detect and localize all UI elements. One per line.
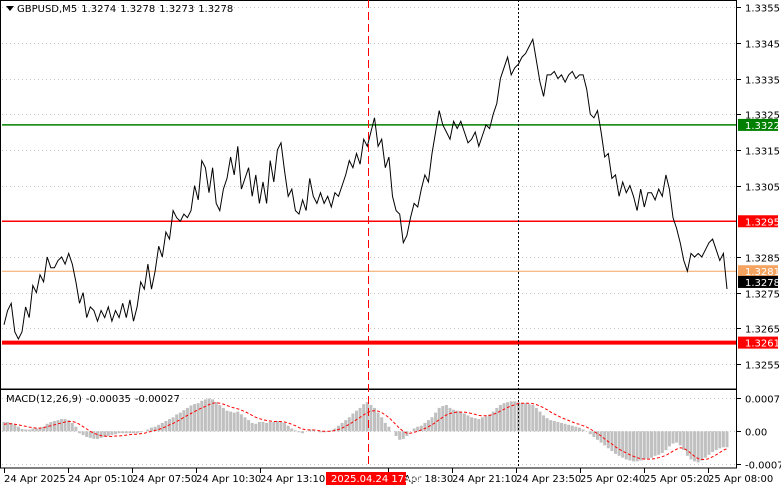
time-tick-label: 24 Apr 18:30 [388,474,453,485]
low-price: 1.3273 [159,4,195,15]
price-tick-label: 1.3305 [745,183,780,194]
price-tick-label: 1.3265 [745,325,780,336]
price-tick-label: 1.3325 [745,111,780,122]
level-label-box [738,265,778,278]
symbol-header: GBPUSD,M5 1.3274 1.3278 1.3273 1.3278 [6,4,237,16]
level-label-box [738,336,778,349]
level-label: 1.3322 [745,121,780,132]
macd-tick-label: 0.0007 [745,395,780,406]
high-price: 1.3278 [120,4,156,15]
price-pane[interactable]: 1.3355 1.3345 1.3335 1.3325 1.3315 1.3305 1.32… [2,4,780,372]
level-label: 1.3295 [745,217,780,228]
level-label: 1.3261 [745,339,780,350]
time-tick-label: 24 Apr 13:10 [260,474,325,485]
level-label-box [738,215,778,228]
level-label: 1.3281 [745,267,780,278]
price-grid [2,7,737,365]
symbol-name: GBPUSD,M5 [17,4,78,15]
price-tick-label: 1.3315 [745,147,780,158]
macd-name: MACD(12,26,9) [6,394,82,405]
open-price: 1.3274 [81,4,117,15]
time-tick-label: 25 Apr 08:00 [708,474,773,485]
time-tick-label: 24 Apr 23:50 [516,474,581,485]
time-tick-label: 25 Apr 05:20 [644,474,709,485]
macd-pane[interactable]: 0.0007 0.00 -0.0007 [2,395,781,472]
price-tick-label: 1.3345 [745,40,780,51]
macd-tick-label: 0.00 [745,428,767,439]
price-tick-label: 1.3355 [745,4,780,15]
macd-main-value: -0.00035 [85,394,131,405]
macd-header: MACD(12,26,9) -0.00035 -0.00027 [6,394,184,406]
time-tick-label: 24 Apr 05:10 [68,474,133,485]
price-levels [2,124,737,345]
level-label-box [738,118,778,131]
price-line [3,37,728,341]
cursor-time-box [326,472,406,485]
macd-axis[interactable]: 0.0007 0.00 -0.0007 [737,395,781,472]
time-tick-label: 24 Apr 21:10 [452,474,517,485]
time-tick-label: 24 Apr 2025 [4,474,66,485]
macd-signal-line [3,402,728,460]
price-tick-label: 1.3285 [745,254,780,265]
symbol-menu-icon[interactable] [6,6,14,11]
cursor-time-label: 2025.04.24 17:40 [331,474,420,485]
time-tick-label: 25 Apr 02:40 [580,474,645,485]
price-tick-label: 1.3275 [745,290,780,301]
level-label: 1.3278 [745,278,780,289]
close-price: 1.3278 [198,4,234,15]
macd-histogram [2,398,729,463]
price-axis[interactable]: 1.3355 1.3345 1.3335 1.3325 1.3315 1.3305 1.32… [737,4,780,372]
price-tick-label: 1.3255 [745,361,780,372]
time-tick-label: 24 Apr 10:30 [196,474,261,485]
level-label-box [738,275,778,288]
macd-signal-value: -0.00027 [134,394,180,405]
time-tick-label: 24 Apr 07:50 [132,474,197,485]
macd-tick-label: -0.0007 [745,461,781,472]
price-tick-label: 1.3335 [745,76,780,87]
